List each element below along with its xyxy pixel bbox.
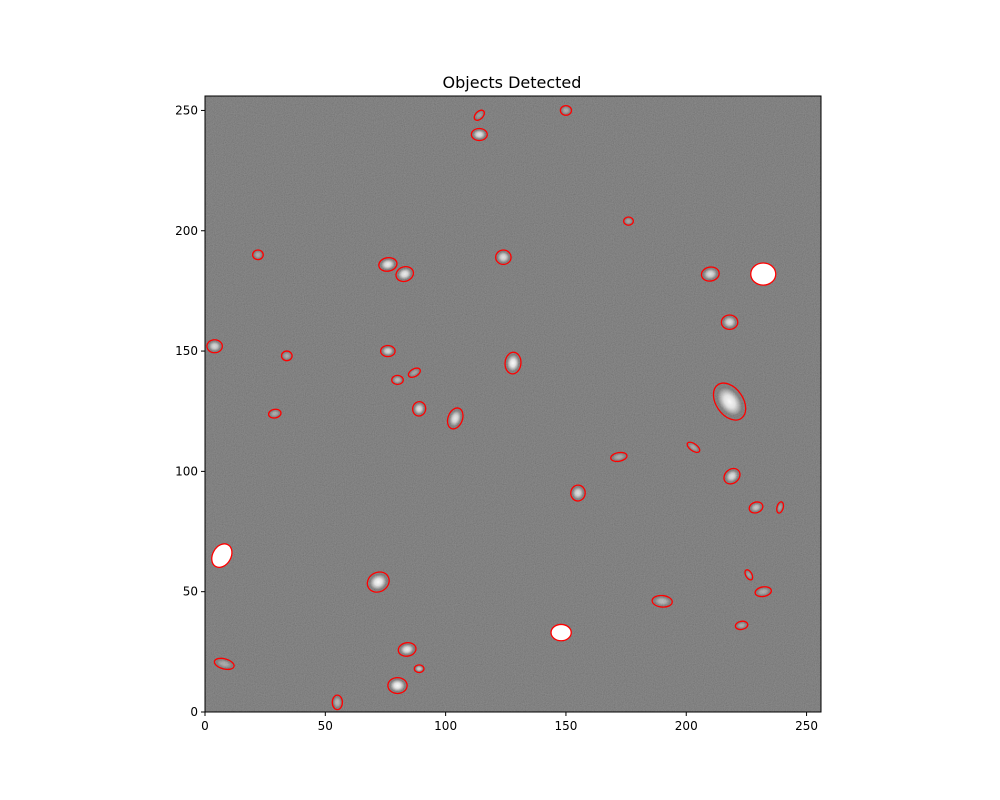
x-tick-label: 250 [795, 719, 818, 733]
detection-ellipse [470, 127, 488, 142]
detection-ellipse [723, 467, 741, 485]
detection-ellipse [251, 249, 264, 261]
sky-noise [205, 96, 821, 712]
detection-ellipse [744, 569, 754, 581]
detection-ellipse [267, 408, 282, 419]
star-source [270, 410, 280, 417]
star-source [400, 644, 414, 655]
star-source [390, 679, 405, 692]
detection-ellipse [776, 501, 785, 514]
star-source [381, 259, 395, 270]
detection-ellipse [446, 407, 464, 430]
star-source [688, 443, 699, 452]
detection-ellipse [651, 594, 673, 608]
detection-ellipse [395, 265, 415, 283]
detection-ellipse [559, 104, 573, 116]
detection-ellipse [387, 676, 408, 695]
star-source [572, 487, 584, 499]
star-source [561, 106, 571, 115]
detection-ellipse [700, 266, 720, 282]
detection-ellipse [570, 484, 586, 502]
star-source [612, 453, 625, 461]
y-tick-label: 200 [175, 224, 198, 238]
detection-ellipse [397, 641, 417, 657]
detection-ellipse [623, 216, 634, 226]
detection-ellipse [211, 543, 233, 569]
detection-ellipse [712, 382, 747, 421]
star-source [382, 346, 394, 356]
x-axis-ticks: 0 50 100 150 200 250 [201, 712, 818, 733]
star-source [208, 341, 221, 352]
star-source [703, 268, 717, 280]
star-source [393, 376, 402, 384]
star-source [777, 503, 783, 512]
plot-title: Objects Detected [443, 73, 582, 92]
detection-ellipse [748, 501, 764, 514]
detection-ellipse [413, 664, 425, 674]
detection-ellipse [686, 441, 701, 454]
star-source [757, 587, 770, 596]
detection-ellipse [206, 339, 223, 354]
x-tick-label: 150 [554, 719, 577, 733]
y-axis-ticks: 0 50 100 150 200 250 [175, 103, 205, 719]
star-source [398, 268, 412, 280]
detection-ellipse [331, 694, 344, 711]
y-tick-label: 50 [183, 585, 198, 599]
x-tick-label: 200 [675, 719, 698, 733]
detection-ellipses [206, 104, 785, 711]
image-axes [205, 96, 821, 712]
star-source [449, 410, 462, 427]
detection-ellipse [734, 620, 749, 631]
detection-ellipse [213, 657, 235, 671]
detection-ellipse [378, 256, 398, 272]
star-source [473, 129, 486, 140]
detection-ellipse [411, 400, 427, 417]
axes-frame [204, 95, 822, 713]
x-tick-label: 100 [434, 719, 457, 733]
star-source [415, 665, 423, 672]
star-source [750, 503, 762, 512]
detection-ellipse [750, 262, 777, 286]
x-tick-label: 0 [201, 719, 209, 733]
detection-ellipse [407, 367, 421, 379]
star-source [414, 403, 425, 415]
star-source [717, 387, 742, 416]
star-source [507, 354, 519, 372]
star-source [475, 111, 484, 120]
detection-ellipse [720, 314, 739, 331]
detection-ellipse [391, 374, 404, 386]
star-source [736, 622, 747, 629]
detection-ellipse [366, 571, 390, 593]
detection-ellipse [473, 109, 486, 121]
star-source [216, 659, 232, 669]
star-source [725, 470, 738, 482]
star-source [333, 696, 342, 708]
star-source [409, 369, 419, 377]
y-tick-label: 150 [175, 344, 198, 358]
detection-ellipse [550, 623, 572, 642]
detection-ellipse [610, 451, 628, 463]
y-tick-label: 0 [190, 705, 198, 719]
detection-ellipse [280, 350, 293, 362]
star-source [723, 316, 736, 328]
detection-ellipse [380, 344, 396, 358]
x-tick-label: 50 [318, 719, 333, 733]
y-tick-label: 250 [175, 103, 198, 117]
star-source [624, 218, 633, 225]
star-source [253, 251, 262, 259]
star-source [370, 574, 387, 590]
detection-ellipse [495, 249, 512, 266]
star-source [745, 571, 752, 579]
detection-ellipse [504, 351, 522, 375]
star-source [654, 596, 670, 606]
star-source [497, 251, 510, 263]
y-tick-label: 100 [175, 464, 198, 478]
detection-ellipse [754, 586, 773, 598]
star-source [282, 352, 291, 360]
